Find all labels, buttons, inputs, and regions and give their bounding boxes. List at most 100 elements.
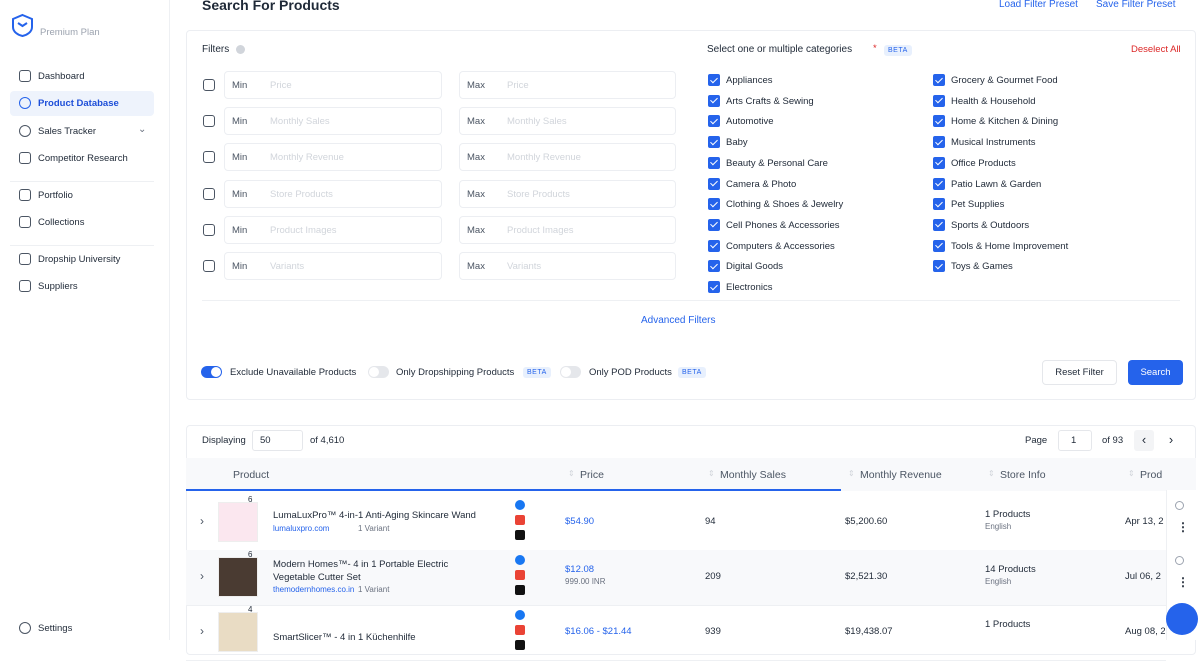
- min-label: Min: [232, 116, 248, 128]
- checkbox[interactable]: [933, 198, 945, 211]
- checkbox[interactable]: [933, 218, 945, 231]
- max-label: Max: [467, 80, 485, 91]
- min-label: Min: [232, 152, 248, 164]
- toggle[interactable]: [560, 366, 581, 378]
- max-placeholder: Monthly Sales: [507, 116, 567, 128]
- thumbnail: [218, 612, 258, 652]
- checkbox[interactable]: [708, 281, 720, 293]
- max-label: Max: [467, 152, 485, 164]
- nav-item[interactable]: Suppliers: [38, 281, 78, 292]
- settings-icon: [19, 622, 31, 634]
- expand[interactable]: ›: [200, 514, 204, 528]
- store-badge: [515, 515, 525, 525]
- toggle[interactable]: [201, 366, 222, 378]
- toggle-label: Exclude Unavailable Products: [230, 367, 357, 378]
- advanced-filters[interactable]: Advanced Filters: [641, 315, 716, 326]
- max-input[interactable]: [459, 215, 676, 244]
- max-input[interactable]: [459, 107, 676, 136]
- nav-icon: [19, 189, 31, 201]
- checkbox[interactable]: [933, 156, 945, 169]
- row-menu[interactable]: ⋮: [1177, 521, 1189, 533]
- sort-icon: ⇕: [568, 469, 575, 478]
- deselect-all[interactable]: Deselect All: [1131, 44, 1181, 55]
- beta: BETA: [523, 367, 551, 378]
- store-badge: [515, 585, 525, 595]
- store-language: English: [985, 522, 1012, 531]
- nav-item[interactable]: Competitor Research: [38, 153, 128, 164]
- min-input[interactable]: [224, 252, 442, 280]
- next-page[interactable]: ›: [1168, 432, 1174, 447]
- min-label: Min: [232, 224, 248, 236]
- nav-settings[interactable]: Settings: [38, 623, 73, 634]
- nav-icon: [19, 125, 31, 137]
- nav-item[interactable]: Dropship University: [38, 254, 121, 265]
- min-input[interactable]: [224, 215, 442, 244]
- required: *: [873, 43, 877, 54]
- max-placeholder: Store Products: [507, 188, 570, 200]
- product-name: Modern Homes™- 4 in 1 Portable Electric …: [273, 559, 449, 583]
- filter-icon: [203, 115, 215, 128]
- min-input[interactable]: [224, 179, 442, 208]
- chat-button[interactable]: [1166, 603, 1198, 635]
- info-icon: [236, 45, 245, 54]
- row-icon[interactable]: [1175, 556, 1184, 565]
- min-placeholder: Store Products: [270, 188, 333, 200]
- checkbox[interactable]: [933, 74, 945, 86]
- checkbox[interactable]: [708, 239, 720, 252]
- checkbox[interactable]: [933, 260, 945, 273]
- checkbox[interactable]: [708, 177, 720, 190]
- reset-button[interactable]: Reset Filter: [1042, 360, 1117, 385]
- checkbox[interactable]: [933, 239, 945, 252]
- checkbox[interactable]: [708, 218, 720, 231]
- store-products: 1 Products: [985, 509, 1031, 520]
- row-border: [186, 605, 1166, 606]
- checkbox[interactable]: [708, 136, 720, 149]
- load-preset[interactable]: Load Filter Preset: [999, 0, 1078, 10]
- max-input[interactable]: [459, 179, 676, 208]
- min-label: Min: [232, 80, 248, 91]
- min-input[interactable]: [224, 107, 442, 136]
- page-title: Search For Products: [202, 0, 340, 13]
- sidebar: [0, 0, 170, 640]
- checkbox[interactable]: [708, 260, 720, 273]
- checkbox[interactable]: [933, 94, 945, 107]
- checkbox[interactable]: [708, 115, 720, 128]
- category: Appliances: [726, 75, 773, 86]
- store-language: English: [985, 577, 1012, 586]
- category: Home & Kitchen & Dining: [951, 116, 1059, 128]
- row-icon[interactable]: [1175, 501, 1184, 510]
- expand[interactable]: ›: [200, 624, 204, 638]
- row-menu[interactable]: ⋮: [1177, 576, 1189, 588]
- search-button[interactable]: Search: [1128, 360, 1183, 385]
- total: of 4,610: [310, 435, 345, 446]
- checkbox[interactable]: [708, 74, 720, 86]
- checkbox[interactable]: [933, 115, 945, 128]
- min-input[interactable]: [224, 143, 442, 172]
- nav-item[interactable]: Sales Tracker: [38, 126, 97, 137]
- price: $16.06 - $21.44: [565, 626, 632, 637]
- page-input[interactable]: 1: [1058, 430, 1092, 451]
- page-size[interactable]: 50: [252, 430, 303, 451]
- checkbox[interactable]: [708, 156, 720, 169]
- max-input[interactable]: [459, 252, 676, 280]
- page-label: Page: [1025, 435, 1048, 446]
- max-input[interactable]: [459, 71, 676, 99]
- expand[interactable]: ›: [200, 569, 204, 583]
- save-preset[interactable]: Save Filter Preset: [1096, 0, 1176, 10]
- max-input[interactable]: [459, 143, 676, 172]
- checkbox[interactable]: [708, 94, 720, 107]
- prev-page[interactable]: ‹: [1134, 430, 1154, 451]
- nav-item[interactable]: Dashboard: [38, 71, 85, 82]
- max-label: Max: [467, 188, 485, 200]
- checkbox[interactable]: [933, 177, 945, 190]
- checkbox[interactable]: [933, 136, 945, 149]
- category: Cell Phones & Accessories: [726, 219, 840, 231]
- toggle[interactable]: [368, 366, 389, 378]
- min-input[interactable]: [224, 71, 442, 99]
- nav-item[interactable]: Product Database: [38, 98, 119, 109]
- category: Tools & Home Improvement: [951, 240, 1069, 252]
- nav-item[interactable]: Collections: [38, 217, 85, 228]
- app: Premium Plan Settings Search For Product…: [0, 0, 1200, 640]
- checkbox[interactable]: [708, 198, 720, 211]
- nav-item[interactable]: Portfolio: [38, 190, 73, 201]
